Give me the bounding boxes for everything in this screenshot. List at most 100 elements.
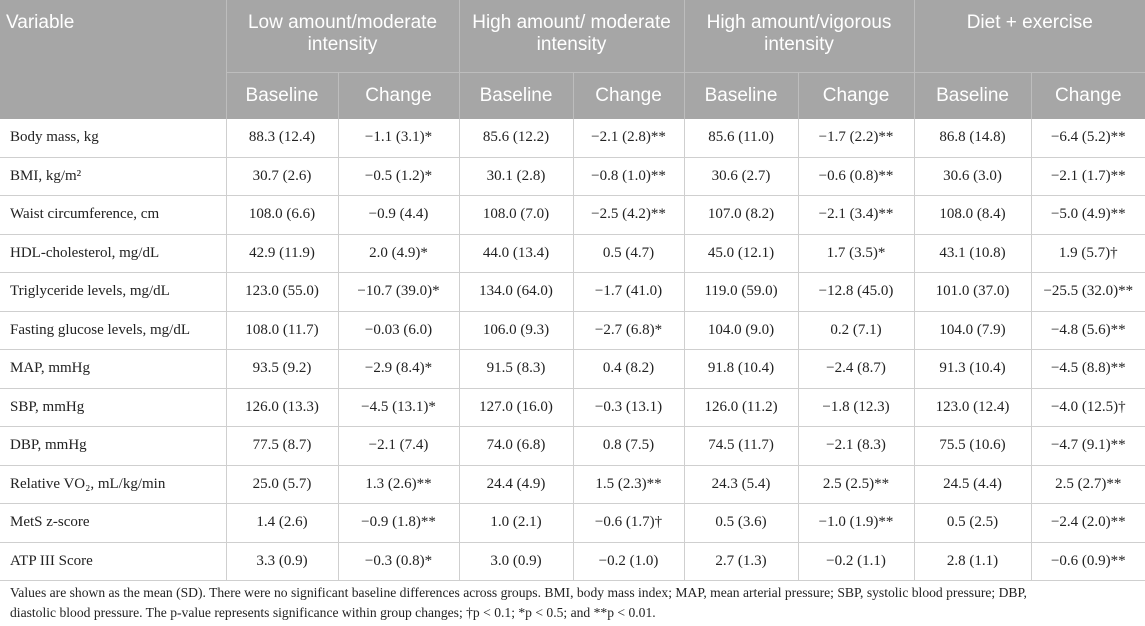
change-cell: −0.9 (4.4) <box>337 195 460 235</box>
baseline-cell: 24.3 (5.4) <box>683 465 799 504</box>
baseline-cell: 30.7 (2.6) <box>225 157 338 196</box>
header-change: Change <box>337 71 460 119</box>
change-cell: −12.8 (45.0) <box>797 272 915 312</box>
baseline-cell: 126.0 (13.3) <box>225 388 338 427</box>
baseline-cell: 104.0 (7.9) <box>913 311 1032 350</box>
change-cell: −1.8 (12.3) <box>797 388 915 427</box>
change-cell: −2.1 (1.7)** <box>1030 157 1145 196</box>
baseline-cell: 77.5 (8.7) <box>225 426 338 466</box>
results-table: Variable Low amount/moderate intensity H… <box>0 0 1145 581</box>
baseline-cell: 127.0 (16.0) <box>458 388 574 427</box>
baseline-cell: 91.5 (8.3) <box>458 349 574 389</box>
change-cell: 0.8 (7.5) <box>572 426 685 466</box>
table-row: SBP, mmHg 126.0 (13.3) −4.5 (13.1)* 127.0 (… <box>0 388 1145 427</box>
baseline-cell: 108.0 (11.7) <box>225 311 338 350</box>
change-cell: −0.3 (0.8)* <box>337 542 460 581</box>
row-variable-name: HDL-cholesterol, mg/dL <box>0 234 226 273</box>
baseline-cell: 134.0 (64.0) <box>458 272 574 312</box>
footnote-line-2: diastolic blood pressure. The p-value re… <box>10 605 656 620</box>
change-cell: −4.5 (8.8)** <box>1030 349 1145 389</box>
baseline-cell: 25.0 (5.7) <box>225 465 338 504</box>
change-cell: −2.5 (4.2)** <box>572 195 685 235</box>
table-row: ATP III Score 3.3 (0.9) −0.3 (0.8)* 3.0 (0.… <box>0 542 1145 581</box>
baseline-cell: 106.0 (9.3) <box>458 311 574 350</box>
change-cell: 2.5 (2.5)** <box>797 465 915 504</box>
baseline-cell: 123.0 (12.4) <box>913 388 1032 427</box>
baseline-cell: 42.9 (11.9) <box>225 234 338 273</box>
table-row: Waist circumference, cm 108.0 (6.6) −0.9 (… <box>0 195 1145 235</box>
change-cell: −0.2 (1.1) <box>797 542 915 581</box>
table-row: MAP, mmHg 93.5 (9.2) −2.9 (8.4)* 91.5 (8.3)… <box>0 349 1145 389</box>
baseline-cell: 108.0 (7.0) <box>458 195 574 235</box>
change-cell: −2.9 (8.4)* <box>337 349 460 389</box>
header-group-high-vigorous: High amount/vigorous intensity <box>683 0 915 72</box>
baseline-cell: 1.4 (2.6) <box>225 503 338 543</box>
change-cell: −0.3 (13.1) <box>572 388 685 427</box>
row-variable-name: SBP, mmHg <box>0 388 226 427</box>
change-cell: −4.0 (12.5)† <box>1030 388 1145 427</box>
change-cell: −0.8 (1.0)** <box>572 157 685 196</box>
change-cell: −2.4 (2.0)** <box>1030 503 1145 543</box>
baseline-cell: 75.5 (10.6) <box>913 426 1032 466</box>
row-variable-name: ATP III Score <box>0 542 226 581</box>
table-row: DBP, mmHg 77.5 (8.7) −2.1 (7.4) 74.0 (6.8) 0… <box>0 426 1145 466</box>
row-variable-name: Triglyceride levels, mg/dL <box>0 272 226 312</box>
change-cell: −0.6 (0.9)** <box>1030 542 1145 581</box>
header-baseline: Baseline <box>683 71 799 119</box>
baseline-cell: 108.0 (8.4) <box>913 195 1032 235</box>
baseline-cell: 86.8 (14.8) <box>913 118 1032 158</box>
change-cell: −0.6 (0.8)** <box>797 157 915 196</box>
baseline-cell: 44.0 (13.4) <box>458 234 574 273</box>
row-variable-name: Body mass, kg <box>0 118 226 158</box>
baseline-cell: 24.5 (4.4) <box>913 465 1032 504</box>
baseline-cell: 0.5 (2.5) <box>913 503 1032 543</box>
change-cell: −0.9 (1.8)** <box>337 503 460 543</box>
change-cell: −25.5 (32.0)** <box>1030 272 1145 312</box>
table-row: MetS z-score 1.4 (2.6) −0.9 (1.8)** 1.0 (2.… <box>0 503 1145 543</box>
baseline-cell: 107.0 (8.2) <box>683 195 799 235</box>
baseline-cell: 123.0 (55.0) <box>225 272 338 312</box>
baseline-cell: 2.7 (1.3) <box>683 542 799 581</box>
table-body: Body mass, kg 88.3 (12.4) −1.1 (3.1)* 85.6 … <box>0 118 1145 581</box>
baseline-cell: 126.0 (11.2) <box>683 388 799 427</box>
baseline-cell: 2.8 (1.1) <box>913 542 1032 581</box>
change-cell: −2.1 (8.3) <box>797 426 915 466</box>
baseline-cell: 3.3 (0.9) <box>225 542 338 581</box>
change-cell: −0.03 (6.0) <box>337 311 460 350</box>
table-row: Fasting glucose levels, mg/dL 108.0 (11.7… <box>0 311 1145 350</box>
baseline-cell: 30.6 (3.0) <box>913 157 1032 196</box>
row-variable-name: MetS z-score <box>0 503 226 543</box>
table-row: Relative VO₂, mL/kg/min 25.0 (5.7) 1.3 (2.… <box>0 465 1145 504</box>
change-cell: −0.5 (1.2)* <box>337 157 460 196</box>
change-cell: −2.1 (2.8)** <box>572 118 685 158</box>
baseline-cell: 45.0 (12.1) <box>683 234 799 273</box>
change-cell: −1.7 (41.0) <box>572 272 685 312</box>
header-group-diet-exercise: Diet + exercise <box>913 0 1145 72</box>
header-change: Change <box>572 71 685 119</box>
change-cell: −4.5 (13.1)* <box>337 388 460 427</box>
baseline-cell: 24.4 (4.9) <box>458 465 574 504</box>
baseline-cell: 74.0 (6.8) <box>458 426 574 466</box>
row-variable-name: Waist circumference, cm <box>0 195 226 235</box>
change-cell: 1.3 (2.6)** <box>337 465 460 504</box>
table-footnote: Values are shown as the mean (SD). There… <box>10 583 1135 623</box>
header-change: Change <box>1030 71 1145 119</box>
baseline-cell: 85.6 (12.2) <box>458 118 574 158</box>
baseline-cell: 85.6 (11.0) <box>683 118 799 158</box>
table-row: Triglyceride levels, mg/dL 123.0 (55.0) −1… <box>0 272 1145 312</box>
change-cell: −2.4 (8.7) <box>797 349 915 389</box>
results-table-container: Variable Low amount/moderate intensity H… <box>0 0 1145 581</box>
baseline-cell: 93.5 (9.2) <box>225 349 338 389</box>
footnote-line-1: Values are shown as the mean (SD). There… <box>10 585 1027 600</box>
change-cell: 0.2 (7.1) <box>797 311 915 350</box>
change-cell: −6.4 (5.2)** <box>1030 118 1145 158</box>
change-cell: 1.9 (5.7)† <box>1030 234 1145 273</box>
header-group-low-moderate: Low amount/moderate intensity <box>225 0 460 72</box>
baseline-cell: 30.6 (2.7) <box>683 157 799 196</box>
baseline-cell: 43.1 (10.8) <box>913 234 1032 273</box>
baseline-cell: 30.1 (2.8) <box>458 157 574 196</box>
baseline-cell: 74.5 (11.7) <box>683 426 799 466</box>
row-variable-name: DBP, mmHg <box>0 426 226 466</box>
change-cell: −4.7 (9.1)** <box>1030 426 1145 466</box>
baseline-cell: 119.0 (59.0) <box>683 272 799 312</box>
